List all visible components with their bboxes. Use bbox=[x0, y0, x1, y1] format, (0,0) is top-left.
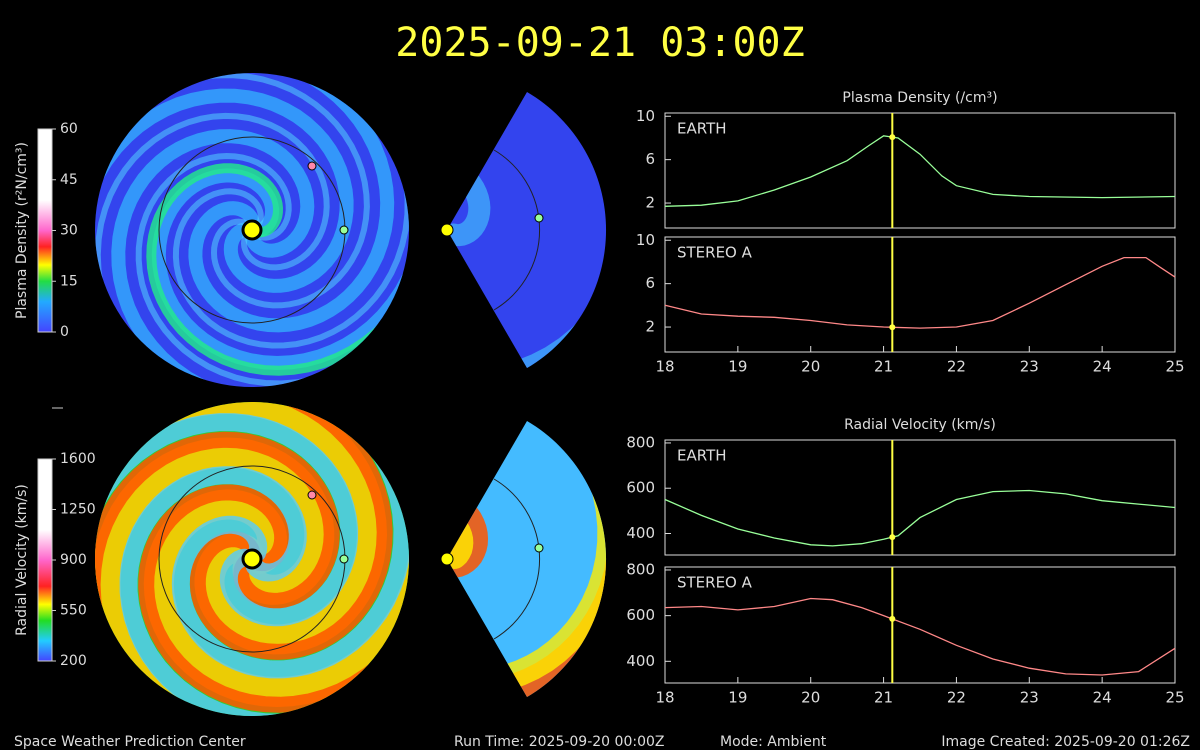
colorbar-tick-label: 30 bbox=[60, 223, 78, 239]
sun bbox=[440, 552, 454, 566]
panel-label: EARTH bbox=[677, 447, 727, 465]
plot-frame bbox=[664, 236, 1176, 353]
y-tick-label: 10 bbox=[636, 231, 655, 249]
plot-frame bbox=[664, 439, 1176, 556]
colorbar-tick-label: 900 bbox=[60, 552, 87, 568]
colorbar-tick-label: 15 bbox=[60, 273, 78, 289]
footer-run-time: Run Time: 2025-09-20 00:00Z bbox=[454, 734, 664, 750]
earth-marker bbox=[534, 213, 544, 223]
y-tick-label: 400 bbox=[626, 524, 655, 542]
y-tick-label: 400 bbox=[626, 652, 655, 670]
colorbar-tick-label: 60 bbox=[60, 121, 78, 137]
colorbar-tick-label: 1250 bbox=[60, 502, 96, 518]
colorbar-label: Radial Velocity (km/s) bbox=[14, 484, 30, 636]
y-tick-label: 6 bbox=[645, 274, 655, 292]
y-tick-label: 800 bbox=[626, 433, 655, 451]
maps bbox=[95, 73, 607, 716]
x-tick-label: 23 bbox=[1020, 689, 1039, 707]
sun bbox=[241, 548, 263, 570]
spiral-arm bbox=[119, 466, 409, 716]
spiral-arm bbox=[95, 402, 388, 655]
series-line bbox=[664, 597, 1176, 676]
footer-mode: Mode: Ambient bbox=[720, 734, 827, 750]
y-tick-label: 800 bbox=[626, 560, 655, 578]
x-tick-label: 21 bbox=[874, 358, 893, 376]
x-tick-label: 18 bbox=[655, 358, 674, 376]
current-point bbox=[889, 615, 896, 622]
y-tick-label: 2 bbox=[645, 318, 655, 336]
panel-label: EARTH bbox=[677, 120, 727, 138]
orbit bbox=[493, 149, 541, 311]
density-wedge bbox=[447, 92, 607, 368]
y-tick-label: 600 bbox=[626, 606, 655, 624]
title: 2025-09-21 03:00Z bbox=[395, 20, 804, 66]
x-tick-label: 25 bbox=[1165, 689, 1184, 707]
plot-frame bbox=[664, 566, 1176, 684]
x-tick-label: 19 bbox=[728, 689, 747, 707]
current-point bbox=[889, 324, 896, 331]
y-tick-label: 600 bbox=[626, 479, 655, 497]
colorbar bbox=[37, 128, 53, 333]
x-tick-label: 23 bbox=[1020, 358, 1039, 376]
x-tick-label: 20 bbox=[801, 689, 820, 707]
plot-frame bbox=[664, 112, 1176, 229]
series-line bbox=[664, 256, 1176, 329]
colorbar-tick-label: 1600 bbox=[60, 451, 96, 467]
y-tick-label: 10 bbox=[636, 107, 655, 125]
x-tick-label: 24 bbox=[1093, 689, 1112, 707]
sun bbox=[440, 223, 454, 237]
colorbar-tick-label: 200 bbox=[60, 653, 87, 669]
series-line bbox=[664, 489, 1176, 547]
x-tick-label: 20 bbox=[801, 358, 820, 376]
colorbar-tick-label: 0 bbox=[60, 324, 69, 340]
chart-title: Radial Velocity (km/s) bbox=[844, 417, 996, 433]
x-tick-label: 18 bbox=[655, 689, 674, 707]
colorbar-label: Plasma Density (r²N/cm³) bbox=[14, 142, 30, 319]
x-tick-label: 24 bbox=[1093, 358, 1112, 376]
orbit bbox=[493, 478, 541, 640]
footer-center: Space Weather Prediction Center bbox=[14, 734, 246, 750]
x-tick-label: 21 bbox=[874, 689, 893, 707]
y-tick-label: 6 bbox=[645, 150, 655, 168]
earth-marker bbox=[339, 225, 349, 235]
stereo-marker bbox=[307, 490, 317, 500]
earth-marker bbox=[339, 554, 349, 564]
current-point bbox=[889, 134, 896, 141]
spiral-arm bbox=[95, 431, 340, 716]
colorbar-tick-label: 45 bbox=[60, 172, 78, 188]
colorbar bbox=[37, 458, 53, 662]
spiral-arm bbox=[447, 149, 607, 368]
x-tick-label: 19 bbox=[728, 358, 747, 376]
panel-label: STEREO A bbox=[677, 244, 753, 262]
x-tick-label: 25 bbox=[1165, 358, 1184, 376]
earth-marker bbox=[534, 543, 544, 553]
x-tick-label: 22 bbox=[947, 358, 966, 376]
chart-title: Plasma Density (/cm³) bbox=[842, 90, 997, 106]
panel-label: STEREO A bbox=[677, 574, 753, 592]
sun bbox=[241, 219, 263, 241]
x-tick-label: 22 bbox=[947, 689, 966, 707]
stereo-marker bbox=[307, 161, 317, 171]
current-point bbox=[889, 534, 896, 541]
y-tick-label: 2 bbox=[645, 194, 655, 212]
series-line bbox=[664, 135, 1176, 207]
footer-created: Image Created: 2025-09-20 01:26Z bbox=[941, 734, 1190, 750]
colorbar-tick-label: 550 bbox=[60, 603, 87, 619]
